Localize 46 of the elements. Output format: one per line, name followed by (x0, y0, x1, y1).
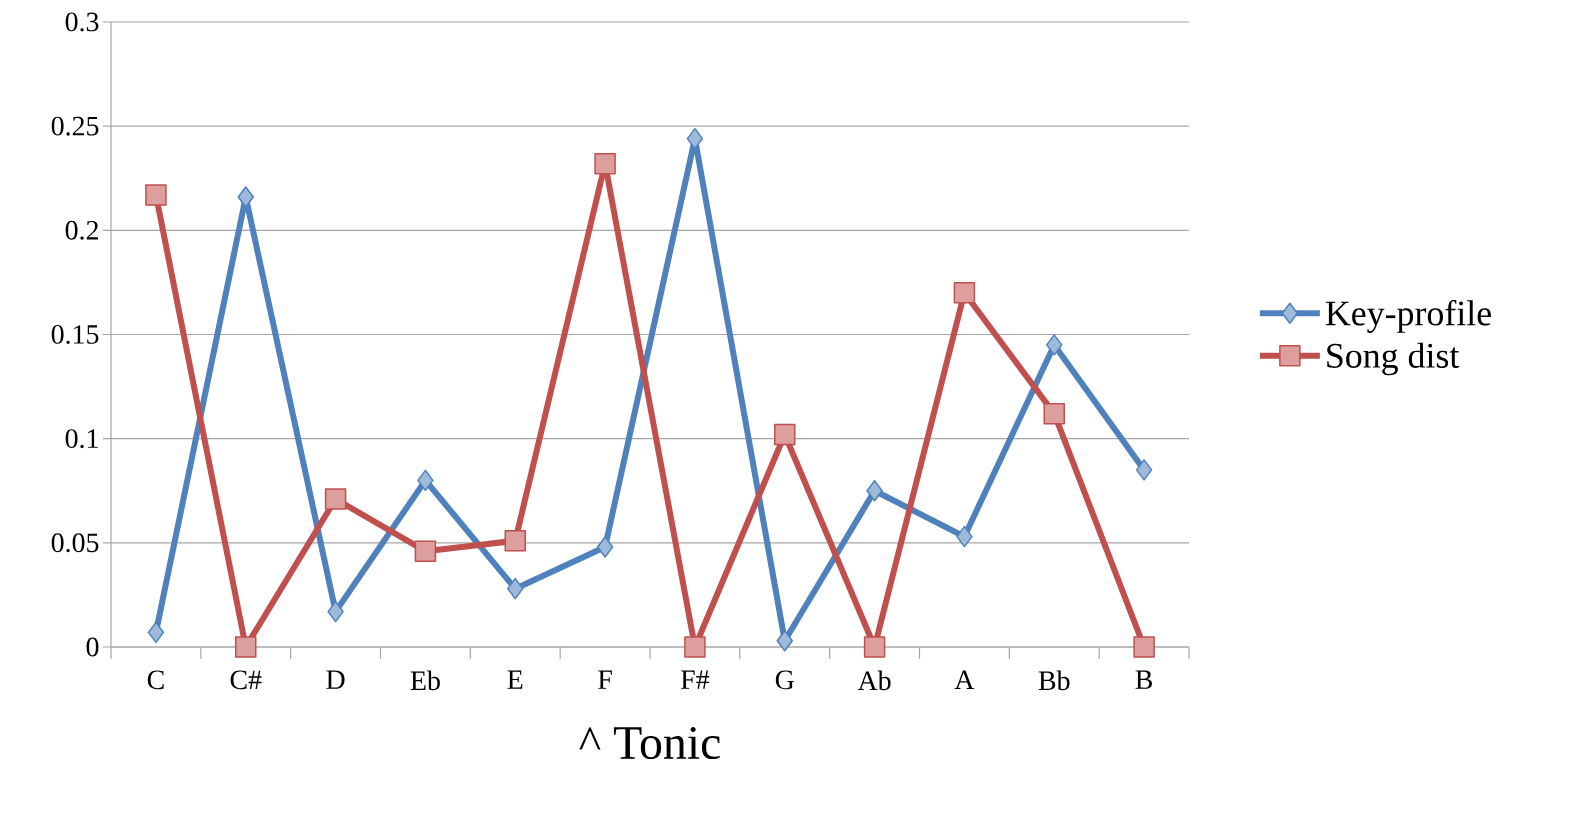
point (776, 630, 793, 652)
point (684, 636, 706, 658)
x-tick-label: C (147, 670, 164, 690)
point (417, 469, 434, 492)
point (953, 282, 976, 304)
point (1043, 402, 1065, 425)
x-tick-label: Bb (1038, 670, 1070, 691)
y-tick-label: 0.25 (51, 116, 99, 136)
x-tick-label: B (1135, 670, 1153, 689)
point (596, 536, 614, 558)
point (774, 423, 796, 446)
y-tick-label: 0 (86, 637, 99, 657)
point (147, 621, 165, 644)
point (1046, 334, 1063, 356)
x-tick-label: G (775, 670, 794, 690)
legend-label: Song dist (1327, 342, 1460, 376)
point (1135, 459, 1153, 481)
point (327, 600, 344, 623)
point (507, 577, 524, 600)
x-tick-label: Ab (857, 670, 891, 691)
point (324, 488, 347, 510)
y-tick-label: 0.15 (51, 325, 99, 344)
point (594, 152, 616, 175)
point (504, 530, 526, 552)
point (866, 480, 883, 502)
x-tick-label: Eb (410, 670, 440, 691)
point (863, 636, 886, 658)
point (235, 636, 257, 658)
point (686, 127, 704, 150)
x-tick-label: E (507, 670, 523, 689)
point (145, 184, 167, 206)
x-tick-label: A (954, 670, 975, 689)
legend-label: Key-profile (1325, 299, 1491, 333)
x-tick-label: F# (680, 670, 710, 689)
y-tick-label: 0.1 (65, 429, 98, 449)
x-tick-label: F (598, 670, 612, 689)
x-tick-label: C# (230, 670, 262, 690)
point (237, 186, 254, 208)
point (1133, 636, 1155, 658)
x-tick-label: D (326, 670, 345, 689)
y-tick-label: 0.05 (51, 533, 99, 553)
x-axis-title: ^ Tonic (579, 726, 720, 760)
y-tick-label: 0.2 (65, 220, 98, 240)
point (414, 540, 437, 562)
point (956, 525, 973, 548)
y-tick-label: 0.3 (65, 12, 99, 32)
